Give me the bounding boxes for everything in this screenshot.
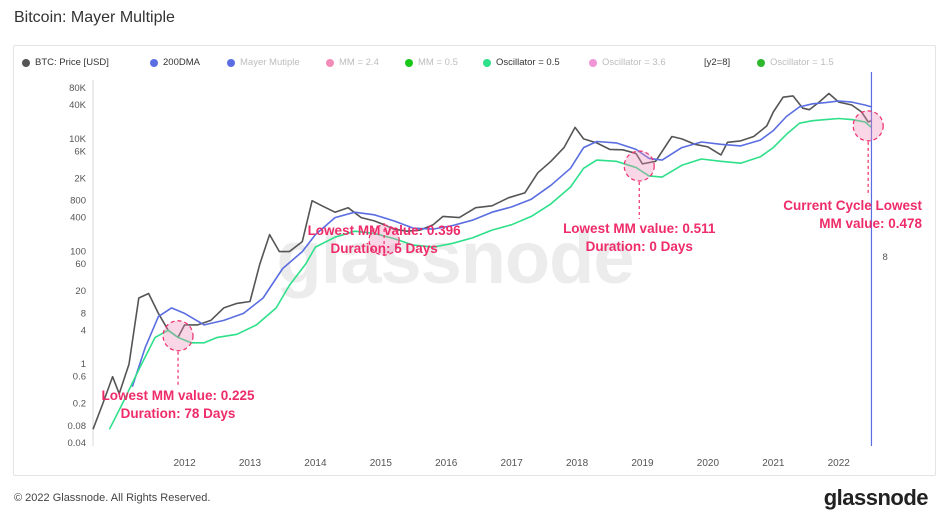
y-tick-label: 10K <box>69 134 87 145</box>
annotation-text: Lowest MM value: 0.511 <box>563 221 716 236</box>
legend-label: MM = 2.4 <box>339 57 379 68</box>
y-tick-label: 8 <box>81 308 86 319</box>
y-tick-label: 800 <box>70 196 86 207</box>
x-tick-label: 2015 <box>370 458 393 469</box>
x-tick-label: 2020 <box>697 458 720 469</box>
y-tick-label: 40K <box>69 100 87 111</box>
annotation-text: Current Cycle Lowest <box>783 198 922 213</box>
legend-swatch-icon <box>22 58 30 67</box>
chart-panel <box>13 45 936 476</box>
legend-label: Oscillator = 3.6 <box>602 57 666 68</box>
legend-item-y2[interactable]: [y2=8] <box>704 57 730 68</box>
low-marker-circle <box>162 320 194 352</box>
page-title: Bitcoin: Mayer Multiple <box>14 9 175 26</box>
legend-label: BTC: Price [USD] <box>35 57 109 68</box>
legend-label: Oscillator = 0.5 <box>496 57 560 68</box>
annotation-text: Duration: 5 Days <box>330 241 437 256</box>
legend-label: [y2=8] <box>704 57 731 68</box>
legend-swatch-icon <box>405 58 413 67</box>
legend-swatch-icon <box>326 58 334 67</box>
legend-item-mm-2-4[interactable]: MM = 2.4 <box>326 57 379 68</box>
x-tick-label: 2021 <box>762 458 785 469</box>
x-tick-label: 2013 <box>239 458 262 469</box>
legend-label: Oscillator = 1.5 <box>770 57 834 68</box>
y-tick-label: 20 <box>75 286 86 297</box>
x-tick-label: 2014 <box>304 458 327 469</box>
y-tick-label: 0.6 <box>73 372 86 383</box>
annotation-text: MM value: 0.478 <box>819 216 922 231</box>
y-tick-label: 1 <box>81 359 86 370</box>
x-tick-label: 2017 <box>501 458 524 469</box>
y-tick-label: 0.04 <box>68 438 87 449</box>
legend-swatch-icon <box>757 58 765 67</box>
y-tick-label: 2K <box>74 173 86 184</box>
legend-item-oscillator-1-5[interactable]: Oscillator = 1.5 <box>757 57 834 68</box>
x-tick-label: 2022 <box>828 458 851 469</box>
y-tick-label: 4 <box>81 325 86 336</box>
legend-swatch-icon <box>150 58 158 67</box>
y-tick-label: 0.08 <box>68 421 87 432</box>
legend-item-200dma[interactable]: 200DMA <box>150 57 200 68</box>
y-tick-label: 80K <box>69 83 87 94</box>
legend-label: MM = 0.5 <box>418 57 458 68</box>
y-tick-label: 100 <box>70 247 86 258</box>
legend-item-oscillator-0-5[interactable]: Oscillator = 0.5 <box>483 57 560 68</box>
annotation-text: Duration: 0 Days <box>586 239 693 254</box>
legend-item-btc-price[interactable]: BTC: Price [USD] <box>22 57 109 68</box>
y-tick-label: 6K <box>74 146 86 157</box>
x-axis-ticks: 2012 2013 2014 2015 2016 2017 2018 2019 2020 2021… <box>173 458 850 469</box>
watermark-text: glassnode <box>277 216 634 299</box>
annotation-text: Lowest MM value: 0.396 <box>308 223 462 238</box>
x-tick-label: 2019 <box>631 458 654 469</box>
series-line-btc-price-usd <box>92 92 872 430</box>
x-tick-label: 2018 <box>566 458 589 469</box>
annotation-text: Duration: 78 Days <box>121 406 236 421</box>
low-marker-circle <box>623 150 655 182</box>
chart-markers: Lowest MM value: 0.225 Duration: 78 Days L… <box>102 72 922 446</box>
brand-logo: glassnode <box>823 485 929 510</box>
legend-label: 200DMA <box>163 57 200 68</box>
chart-series <box>92 92 873 430</box>
y-tick-label: 0.2 <box>73 399 86 410</box>
legend-swatch-icon <box>227 58 235 67</box>
y-tick-label: 60 <box>75 259 86 270</box>
y-tick-label: 400 <box>70 213 86 224</box>
copyright-text: © 2022 Glassnode. All Rights Reserved. <box>14 492 211 504</box>
series-line-200dma <box>131 100 872 387</box>
x-tick-label: 2016 <box>435 458 458 469</box>
y2-tick-label: 8 <box>882 252 887 263</box>
x-tick-label: 2012 <box>173 458 196 469</box>
low-marker-circle <box>852 110 884 142</box>
legend-item-oscillator-3-6[interactable]: Oscillator = 3.6 <box>589 57 666 68</box>
legend-item-mayer-multiple[interactable]: Mayer Mutiple <box>227 57 300 68</box>
legend-item-mm-0-5[interactable]: MM = 0.5 <box>405 57 458 68</box>
legend-swatch-icon <box>589 58 597 67</box>
series-line-oscillator-0-5 <box>108 117 873 430</box>
legend-label: Mayer Mutiple <box>240 57 300 68</box>
annotation-text: Lowest MM value: 0.225 <box>102 388 256 403</box>
legend-swatch-icon <box>483 58 491 67</box>
